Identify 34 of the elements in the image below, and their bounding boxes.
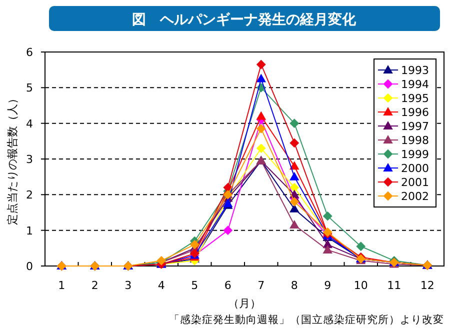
legend-label: 1996 bbox=[401, 106, 429, 119]
x-tick-label: 3 bbox=[124, 279, 132, 292]
x-tick-label: 1 bbox=[58, 279, 66, 292]
x-tick-label: 12 bbox=[420, 279, 434, 292]
x-tick-label: 7 bbox=[258, 279, 265, 292]
legend-label: 1998 bbox=[401, 134, 429, 147]
x-tick-label: 11 bbox=[387, 279, 402, 292]
text: 「感染症発生動向週報」（国立感染症研究所）より改変 bbox=[169, 313, 444, 326]
legend-label: 1993 bbox=[401, 64, 429, 77]
x-tick-label: 2 bbox=[91, 279, 98, 292]
legend-label: 1994 bbox=[401, 78, 429, 91]
y-tick-label: 0 bbox=[26, 260, 33, 273]
y-tick-label: 6 bbox=[26, 46, 33, 59]
chart-title: 図 ヘルパンギーナ発生の経月変化 bbox=[132, 11, 357, 28]
x-tick-label: 9 bbox=[324, 279, 332, 292]
x-tick-label: 10 bbox=[354, 279, 368, 292]
legend-label: 2001 bbox=[401, 176, 429, 189]
legend-label: 2000 bbox=[401, 162, 429, 175]
y-axis-title: 定点当たりの報告数（人） bbox=[6, 93, 19, 225]
x-tick-label: 5 bbox=[191, 279, 198, 292]
legend-label: 1997 bbox=[401, 120, 429, 133]
title-banner: 図 ヘルパンギーナ発生の経月変化 bbox=[49, 6, 440, 31]
x-tick-label: 8 bbox=[290, 279, 298, 292]
y-tick-label: 5 bbox=[26, 82, 33, 95]
x-axis-title: （月） bbox=[228, 297, 261, 310]
x-tick-label: 6 bbox=[224, 279, 232, 292]
legend-label: 1995 bbox=[401, 92, 429, 105]
legend-label: 1999 bbox=[401, 148, 429, 161]
y-tick-label: 1 bbox=[26, 224, 33, 238]
legend-label: 2002 bbox=[401, 190, 429, 203]
x-tick-label: 4 bbox=[158, 279, 165, 292]
y-tick-label: 2 bbox=[26, 188, 33, 202]
y-tick-label: 3 bbox=[26, 153, 33, 166]
y-tick-label: 4 bbox=[26, 117, 33, 130]
